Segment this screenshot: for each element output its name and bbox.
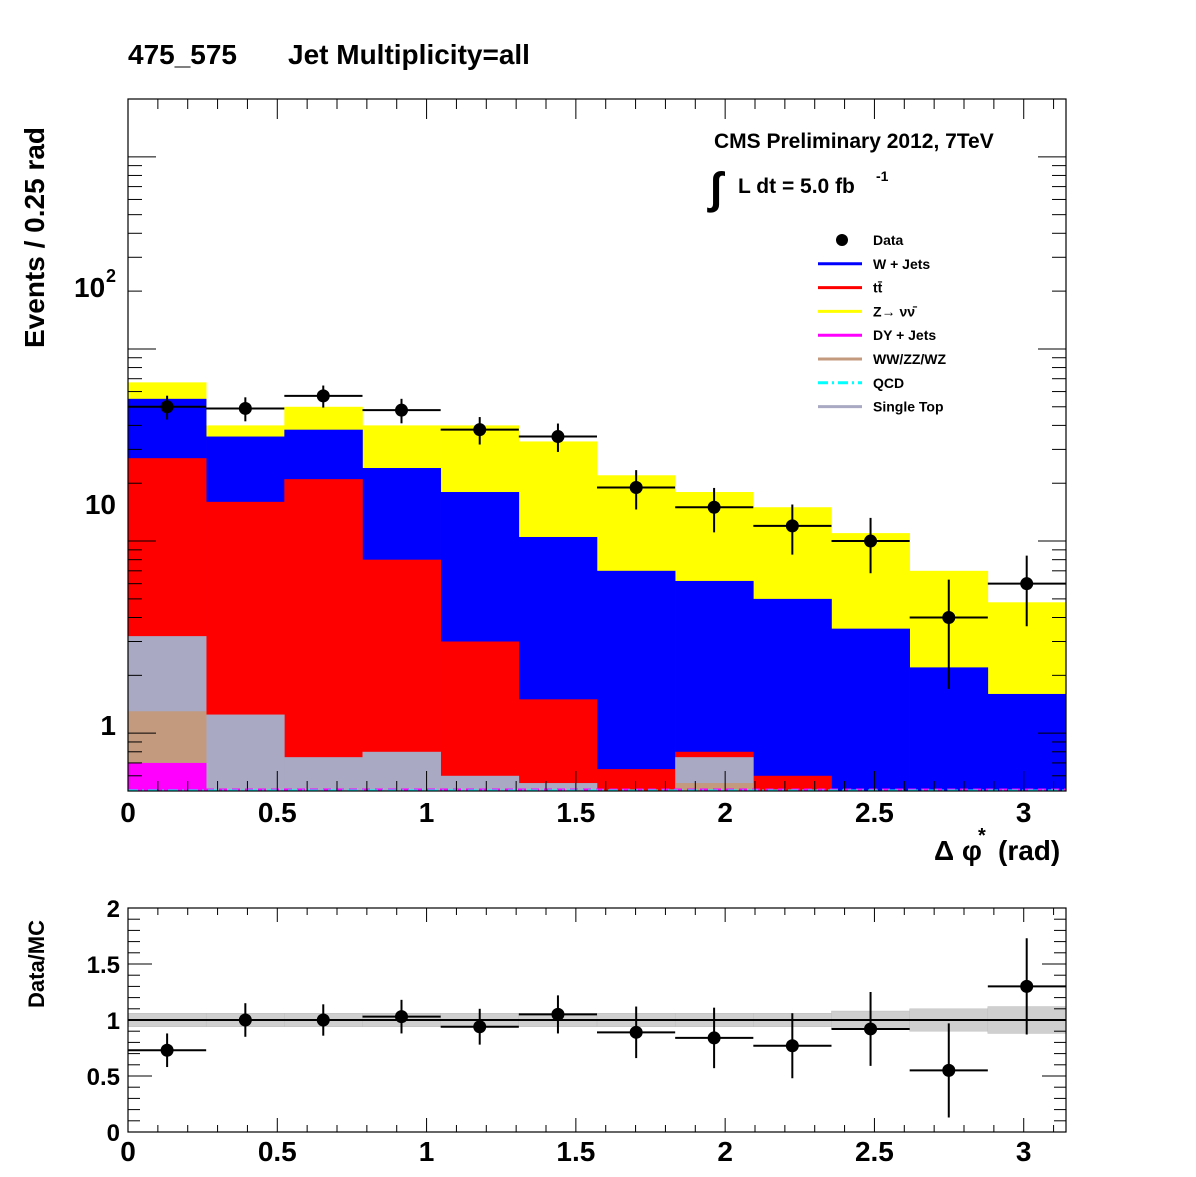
ratio-point <box>785 1039 799 1053</box>
ylabel-main: Events / 0.25 rad <box>19 127 50 348</box>
data-point <box>394 403 408 417</box>
main-plot-frame <box>127 98 1067 792</box>
data-point <box>473 423 487 437</box>
ratio-xtick-label: 2.5 <box>855 1136 894 1167</box>
main-axes-ticks <box>127 98 1066 792</box>
main-xtick-label: 3 <box>1016 797 1032 828</box>
lumi-label: L dt = 5.0 fb <box>738 175 855 198</box>
ratio-x-tick-labels: 0 0.5 1 1.5 2 2.5 3 <box>120 1136 1031 1167</box>
ratio-xtick-label: 0.5 <box>258 1136 297 1167</box>
data-point <box>629 481 643 495</box>
data-points <box>128 385 1066 689</box>
ratio-point <box>160 1043 174 1057</box>
bar-wjets-6 <box>597 570 676 791</box>
ratio-y-tick-labels: 0 0.5 1 1.5 2 <box>87 896 120 1147</box>
bar-single_top-5 <box>518 783 598 791</box>
data-point <box>551 430 565 444</box>
ytick-label-100-base: 10 <box>74 272 105 303</box>
main-xtick-label: 1.5 <box>556 797 595 828</box>
main-xtick-label: 2 <box>717 797 733 828</box>
xlabel-unit: (rad) <box>998 835 1060 866</box>
legend-label-wjets: W + Jets <box>873 256 930 272</box>
ratio-xtick-label: 2 <box>717 1136 733 1167</box>
ratio-point <box>1020 979 1034 993</box>
ratio-ytick-label: 1.5 <box>87 952 120 979</box>
ratio-ytick-label: 1 <box>107 1008 120 1035</box>
ratio-plot-frame <box>127 907 1067 1133</box>
bar-wjets-8 <box>753 598 832 791</box>
legend: Data W + Jets tt̄ Z→ νν̄ DY + Jets WW/ZZ/WZ QC… <box>818 232 947 415</box>
ratio-point <box>942 1063 956 1077</box>
main-xtick-label: 2.5 <box>855 797 894 828</box>
xlabel-symbol: Δ φ <box>934 835 982 866</box>
ratio-ytick-label: 0.5 <box>87 1064 120 1091</box>
data-point <box>707 500 721 514</box>
main-xtick-label: 1 <box>419 797 435 828</box>
title-mass-bin: 475_575 <box>128 39 237 70</box>
ratio-xtick-label: 3 <box>1016 1136 1032 1167</box>
ratio-point <box>864 1022 878 1036</box>
ratio-point <box>551 1007 565 1021</box>
stacked-histogram <box>128 382 1067 792</box>
bar-ttbar-6 <box>597 769 676 791</box>
bar-single_top-3 <box>362 751 441 791</box>
title-selection: Jet Multiplicity=all <box>288 39 530 70</box>
legend-label-znunu: Z→ νν̄ <box>873 303 918 319</box>
ratio-point <box>394 1010 408 1024</box>
bar-ttbar-2 <box>284 479 363 791</box>
ratio-xtick-label: 1.5 <box>556 1136 595 1167</box>
ytick-label-1: 1 <box>100 710 116 741</box>
ratio-xtick-label: 1 <box>419 1136 435 1167</box>
legend-label-ttbar: tt̄ <box>873 279 883 295</box>
ratio-point <box>629 1025 643 1039</box>
bar-dy-0 <box>128 762 207 791</box>
main-x-tick-labels: 0 0.5 1 1.5 2 2.5 3 <box>120 797 1031 828</box>
bar-diboson-7 <box>675 783 754 791</box>
xlabel-superscript: * <box>978 825 986 847</box>
ratio-point <box>473 1020 487 1034</box>
legend-label-singletop: Single Top <box>873 399 944 415</box>
ratio-ytick-label: 2 <box>107 896 120 923</box>
bar-single_top-2 <box>284 757 363 791</box>
bar-ttbar-8 <box>753 775 832 791</box>
legend-label-dy: DY + Jets <box>873 327 936 343</box>
bar-ttbar-5 <box>518 699 598 791</box>
ratio-points <box>128 938 1066 1118</box>
data-point <box>785 519 799 533</box>
ratio-point <box>316 1013 330 1027</box>
ylabel-ratio: Data/MC <box>24 920 49 1008</box>
legend-label-qcd: QCD <box>873 375 904 391</box>
data-point <box>1020 577 1034 591</box>
ratio-xtick-label: 0 <box>120 1136 136 1167</box>
ratio-point <box>707 1031 721 1045</box>
data-point <box>316 389 330 403</box>
bar-wjets-11 <box>987 693 1067 791</box>
integral-sign: ∫ <box>707 164 726 213</box>
lumi-exponent: -1 <box>876 168 889 184</box>
bar-ttbar-4 <box>440 641 520 791</box>
ytick-label-10: 10 <box>85 489 116 520</box>
main-xtick-label: 0 <box>120 797 136 828</box>
legend-label-data: Data <box>873 232 904 248</box>
legend-label-diboson: WW/ZZ/WZ <box>873 351 947 367</box>
ratio-ytick-label: 0 <box>107 1120 120 1147</box>
data-point <box>864 534 878 548</box>
bar-single_top-1 <box>206 714 285 791</box>
ytick-label-100-exp: 2 <box>106 266 116 286</box>
data-point <box>942 611 956 625</box>
experiment-label: CMS Preliminary 2012, 7TeV <box>714 130 994 153</box>
bar-wjets-9 <box>831 628 910 791</box>
data-point <box>238 401 252 415</box>
ratio-point <box>238 1013 252 1027</box>
bar-single_top-4 <box>440 775 520 791</box>
legend-marker-data <box>836 234 848 246</box>
main-xtick-label: 0.5 <box>258 797 297 828</box>
data-point <box>160 400 174 414</box>
